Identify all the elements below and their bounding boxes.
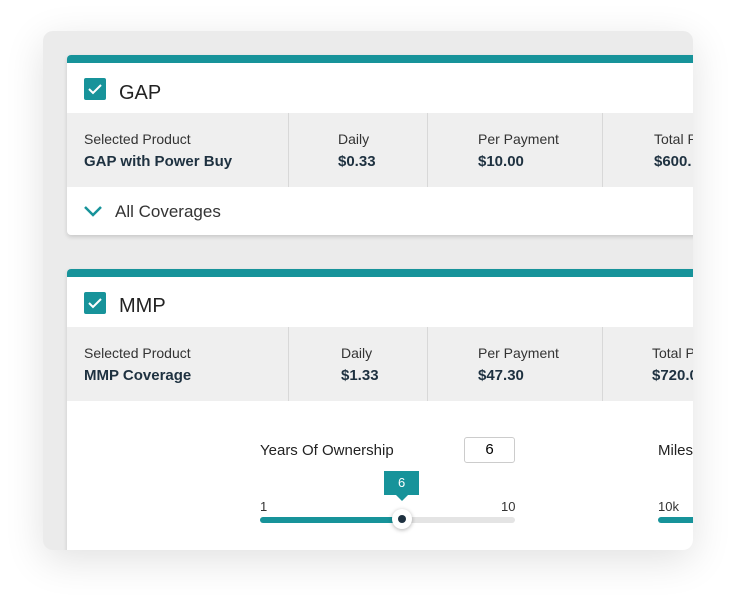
label: Per Payment — [478, 131, 559, 147]
value: $47.30 — [478, 367, 524, 384]
slider-max: 10 — [501, 499, 516, 514]
label: Total P — [652, 345, 693, 361]
value: MMP Coverage — [84, 367, 192, 384]
slider-fill — [260, 517, 402, 523]
summary-row: Selected Product MMP Coverage Daily $1.3… — [67, 327, 693, 401]
value: $1.33 — [341, 367, 379, 384]
value: $600. — [654, 153, 692, 170]
number-input[interactable]: 6 — [464, 437, 515, 463]
card: GAP Selected Product GAP with Power Buy … — [43, 31, 693, 550]
slider-tooltip: 6 — [384, 471, 420, 501]
summary-row: Selected Product GAP with Power Buy Dail… — [67, 113, 693, 187]
checkbox[interactable] — [84, 78, 106, 100]
value: $0.33 — [338, 153, 376, 170]
label: Per Payment — [478, 345, 559, 361]
slider-track[interactable] — [658, 517, 693, 523]
expand-link[interactable]: All Coverages — [115, 202, 221, 221]
slider-label: Years Of Ownership — [260, 442, 394, 459]
panel-title: MMP — [119, 295, 166, 317]
accent-bar — [67, 269, 693, 277]
value: GAP with Power Buy — [84, 153, 233, 170]
gap-panel: GAP Selected Product GAP with Power Buy … — [67, 55, 693, 235]
checkbox[interactable] — [84, 292, 106, 314]
value: $10.00 — [478, 153, 524, 170]
tooltip-arrow — [396, 495, 409, 507]
slider-min: 1 — [260, 499, 268, 514]
slider-knob[interactable] — [391, 509, 412, 529]
chevron[interactable] — [83, 204, 103, 218]
slider-label: Miles — [658, 442, 693, 459]
label: Selected Product — [84, 345, 191, 361]
label: Daily — [341, 345, 373, 361]
mmp-panel: MMP Selected Product MMP Coverage Daily … — [67, 269, 693, 550]
panel-title: GAP — [119, 82, 162, 104]
label: Total P — [654, 131, 693, 147]
slider-min: 10k — [658, 499, 679, 514]
label: Selected Product — [84, 131, 191, 147]
slider-track[interactable]: 6 — [260, 471, 515, 529]
accent-bar — [67, 55, 693, 63]
label: Daily — [338, 131, 370, 147]
value: $720.0 — [652, 367, 693, 384]
